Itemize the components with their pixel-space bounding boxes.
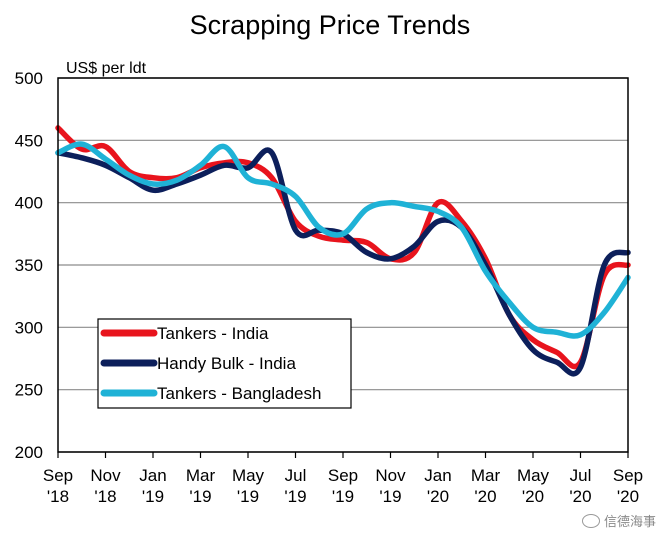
x-axis-ticks: Sep '18 Nov '18 Jan '19 Mar '19 May '19 Jul '19 Sep '… xyxy=(43,452,643,506)
y-tick-label: 300 xyxy=(15,318,43,337)
x-tick-year: '20 xyxy=(617,487,639,506)
x-tick-year: '19 xyxy=(284,487,306,506)
x-tick-month: Sep xyxy=(328,466,358,485)
series-line-tankers-bangladesh xyxy=(55,141,631,339)
series-lines xyxy=(55,125,631,377)
legend-label-tankers-india: Tankers - India xyxy=(157,324,269,343)
y-axis-ticks: 200 250 300 350 400 450 500 xyxy=(15,69,43,462)
series-line-tankers-india xyxy=(55,125,631,370)
x-tick-month: Jan xyxy=(139,466,166,485)
x-tick-month: Mar xyxy=(471,466,501,485)
legend: Tankers - India Handy Bulk - India Tanke… xyxy=(97,318,352,409)
x-tick-year: '18 xyxy=(47,487,69,506)
y-tick-label: 250 xyxy=(15,381,43,400)
y-tick-label: 400 xyxy=(15,194,43,213)
watermark-text: 信德海事 xyxy=(603,515,656,530)
x-tick-month: Jul xyxy=(570,466,592,485)
legend-label-handy-bulk-india: Handy Bulk - India xyxy=(157,354,296,373)
x-tick-month: Sep xyxy=(613,466,643,485)
x-tick-year: '19 xyxy=(142,487,164,506)
x-tick-month: Nov xyxy=(375,466,406,485)
legend-label-tankers-bangladesh: Tankers - Bangladesh xyxy=(157,384,321,403)
y-tick-label: 200 xyxy=(15,443,43,462)
wechat-icon xyxy=(581,514,600,528)
x-tick-month: May xyxy=(517,466,550,485)
x-tick-month: Mar xyxy=(186,466,216,485)
watermark: 信德海事 xyxy=(581,511,656,530)
x-tick-year: '18 xyxy=(94,487,116,506)
y-tick-label: 500 xyxy=(15,69,43,88)
chart-title: Scrapping Price Trends xyxy=(190,10,471,40)
x-tick-year: '19 xyxy=(189,487,211,506)
x-tick-year: '20 xyxy=(522,487,544,506)
x-tick-month: Jan xyxy=(424,466,451,485)
y-axis-unit-label: US$ per ldt xyxy=(66,60,147,77)
x-tick-year: '19 xyxy=(332,487,354,506)
x-tick-month: Jul xyxy=(285,466,307,485)
x-tick-year: '20 xyxy=(569,487,591,506)
x-tick-year: '19 xyxy=(237,487,259,506)
x-tick-year: '19 xyxy=(379,487,401,506)
x-tick-month: May xyxy=(232,466,265,485)
x-tick-month: Sep xyxy=(43,466,73,485)
y-tick-label: 450 xyxy=(15,131,43,150)
x-tick-year: '20 xyxy=(427,487,449,506)
x-tick-year: '20 xyxy=(474,487,496,506)
y-tick-label: 350 xyxy=(15,256,43,275)
plot-frame xyxy=(57,77,629,453)
x-tick-month: Nov xyxy=(90,466,121,485)
